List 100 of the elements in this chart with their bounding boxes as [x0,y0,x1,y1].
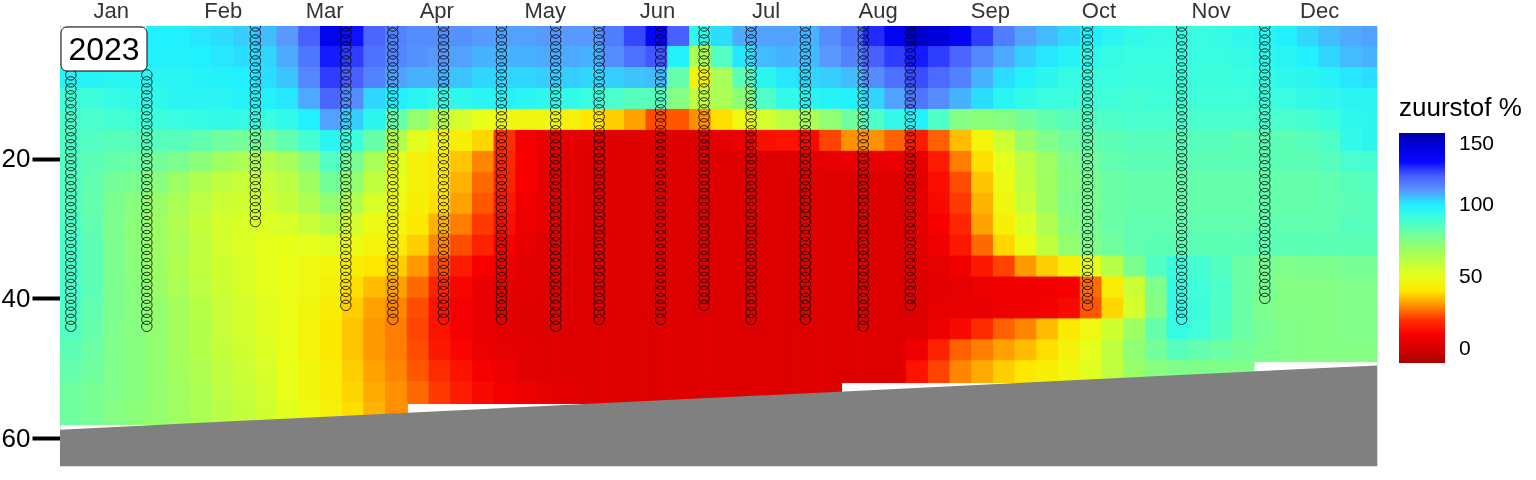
point [857,187,869,200]
point [1081,271,1094,284]
point [340,27,352,39]
point [593,97,605,109]
point [141,83,153,95]
point [745,160,757,172]
point [1175,292,1188,305]
point [593,278,605,291]
point [745,299,757,311]
point [340,160,352,172]
point [340,167,352,179]
point [593,139,605,151]
point [745,118,757,130]
point [550,69,562,81]
point [593,257,605,270]
point [340,271,352,284]
point [1175,250,1188,263]
point [904,111,916,123]
point [857,146,869,158]
point [857,41,869,53]
point [904,236,916,249]
point [437,271,450,284]
point [141,118,153,130]
point [249,55,262,67]
point [745,201,757,214]
point [857,69,869,81]
point [857,118,869,130]
point [904,194,916,207]
point [550,320,562,332]
point [141,257,153,270]
point [550,41,562,53]
point [550,278,562,291]
point [1259,167,1271,179]
point [437,146,450,158]
point [65,83,77,95]
point [857,34,869,46]
point [340,111,352,123]
point [904,181,916,193]
point [1175,125,1188,137]
point [141,215,153,228]
point [550,250,562,263]
point [799,187,811,200]
point [745,243,757,256]
color-bar-label: 0 [1459,335,1471,359]
point [857,83,869,95]
point [1081,229,1094,242]
x-tick-label: Mar [305,0,344,23]
point [593,306,605,318]
point [857,236,869,249]
point [904,125,916,137]
point [65,313,77,325]
x-tick-label: Oct [1081,0,1117,23]
point [593,90,605,102]
point [550,132,562,144]
point [593,69,605,81]
point [1081,41,1094,53]
point [141,313,153,325]
point [141,160,153,172]
point [437,292,450,305]
point [857,208,869,221]
point [437,83,450,95]
point [1081,167,1094,179]
point [65,146,77,158]
point [745,41,757,53]
point [340,292,352,305]
point [593,236,605,249]
point [340,69,352,81]
point [249,181,262,193]
point [593,285,605,298]
point [904,160,916,172]
point [857,48,869,60]
point [495,41,508,53]
point [654,146,667,158]
point [340,187,352,200]
point [745,48,757,60]
point [857,160,869,172]
point [141,97,153,109]
point [550,285,562,298]
point [550,160,562,172]
point [698,250,710,263]
point [249,139,262,151]
point [141,306,153,318]
point [340,208,352,221]
color-bar-title: zuurstof % [1399,92,1522,122]
point [745,222,757,235]
point [550,90,562,102]
point [904,208,916,221]
point [550,257,562,270]
point [857,306,869,318]
point [1175,146,1188,158]
point [857,174,869,186]
point [387,187,399,200]
point [550,104,562,116]
point [1081,62,1094,74]
point [799,167,811,179]
point [593,111,605,123]
point [857,299,869,311]
point [857,271,869,284]
point [593,48,605,60]
point [65,229,77,242]
